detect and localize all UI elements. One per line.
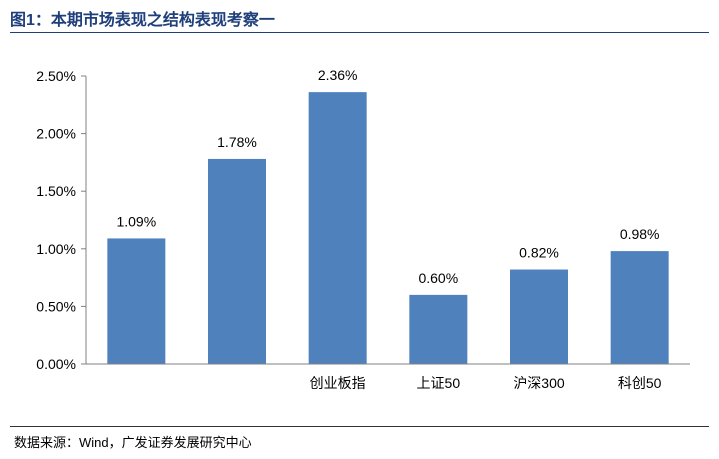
bar-value-label: 0.82% bbox=[519, 245, 559, 261]
bar bbox=[610, 251, 669, 364]
y-tick-label: 2.50% bbox=[36, 68, 76, 84]
bar bbox=[510, 269, 568, 364]
bar-value-label: 0.98% bbox=[620, 226, 660, 242]
bar bbox=[409, 294, 468, 364]
category-label: 创业板指 bbox=[310, 375, 366, 391]
x-axis: 创业板指 上证50 沪深300 科创50 bbox=[86, 363, 690, 391]
y-tick-label: 0.00% bbox=[36, 356, 76, 372]
figure-title: 图1：本期市场表现之结构表现考察一 bbox=[10, 12, 275, 29]
category-label: 上证50 bbox=[417, 375, 461, 391]
y-axis: 0.00% 0.50% 1.00% 1.50% 2.00% 2.50% bbox=[36, 68, 87, 372]
bar-value-label: 0.60% bbox=[418, 270, 458, 286]
y-tick-label: 0.50% bbox=[36, 298, 76, 314]
bar bbox=[107, 238, 166, 364]
value-labels: 1.09% 1.78% 2.36% 0.60% 0.82% 0.98% bbox=[116, 67, 659, 286]
bar-value-label: 1.09% bbox=[116, 213, 156, 229]
bars bbox=[107, 92, 669, 365]
bar bbox=[208, 158, 266, 364]
bar bbox=[308, 92, 367, 365]
category-label: 沪深300 bbox=[513, 375, 565, 391]
source-note: 数据来源：Wind，广发证券发展研究中心 bbox=[14, 435, 252, 450]
y-tick-label: 1.50% bbox=[36, 183, 76, 199]
source-rule bbox=[10, 426, 709, 427]
bar-value-label: 2.36% bbox=[318, 67, 358, 83]
category-label: 科创50 bbox=[618, 375, 662, 391]
y-tick-label: 2.00% bbox=[36, 126, 76, 142]
bar-value-label: 1.78% bbox=[217, 134, 257, 150]
title-rule bbox=[10, 32, 709, 33]
y-tick-label: 1.00% bbox=[36, 241, 76, 257]
bar-chart: 0.00% 0.50% 1.00% 1.50% 2.00% 2.50% 1.09% 1.78… bbox=[36, 67, 690, 391]
